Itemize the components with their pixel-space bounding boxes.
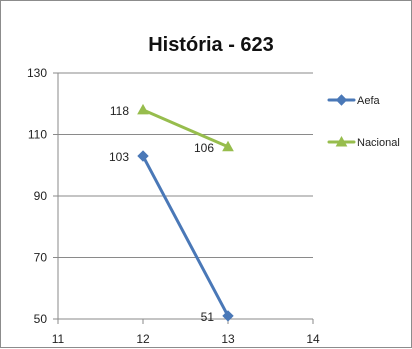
data-label-aefa: 103 [109, 150, 129, 164]
series-line-nacional [141, 108, 230, 149]
data-labels: 103 51 118 106 [109, 104, 214, 324]
chart-title: História - 623 [148, 34, 274, 56]
series-line-aefa [141, 154, 230, 318]
axes: 50 70 90 110 130 11 12 13 14 [27, 66, 320, 346]
x-tick-label: 12 [136, 332, 150, 346]
data-label-nacional: 118 [110, 104, 129, 118]
legend: Aefa Nacional [327, 94, 400, 149]
data-point-aefa [137, 150, 149, 162]
data-label-nacional: 106 [194, 141, 214, 155]
data-point-nacional [137, 103, 149, 115]
data-point-aefa [222, 310, 234, 322]
x-tick-label: 14 [306, 332, 320, 346]
y-tick-label: 90 [34, 189, 48, 203]
data-point-nacional [222, 140, 234, 152]
legend-marker-nacional [335, 135, 348, 147]
gridlines [58, 72, 313, 320]
x-tick-label: 13 [221, 332, 235, 346]
legend-label-aefa: Aefa [357, 95, 381, 107]
x-tick-label: 11 [52, 332, 65, 346]
legend-label-nacional: Nacional [357, 137, 400, 149]
series-lines [137, 103, 234, 322]
y-tick-label: 110 [28, 128, 47, 142]
y-tick-label: 70 [34, 251, 48, 265]
y-tick-label: 50 [34, 312, 48, 326]
legend-marker-aefa [335, 94, 348, 106]
y-tick-label: 130 [27, 66, 47, 80]
data-label-aefa: 51 [201, 310, 215, 324]
